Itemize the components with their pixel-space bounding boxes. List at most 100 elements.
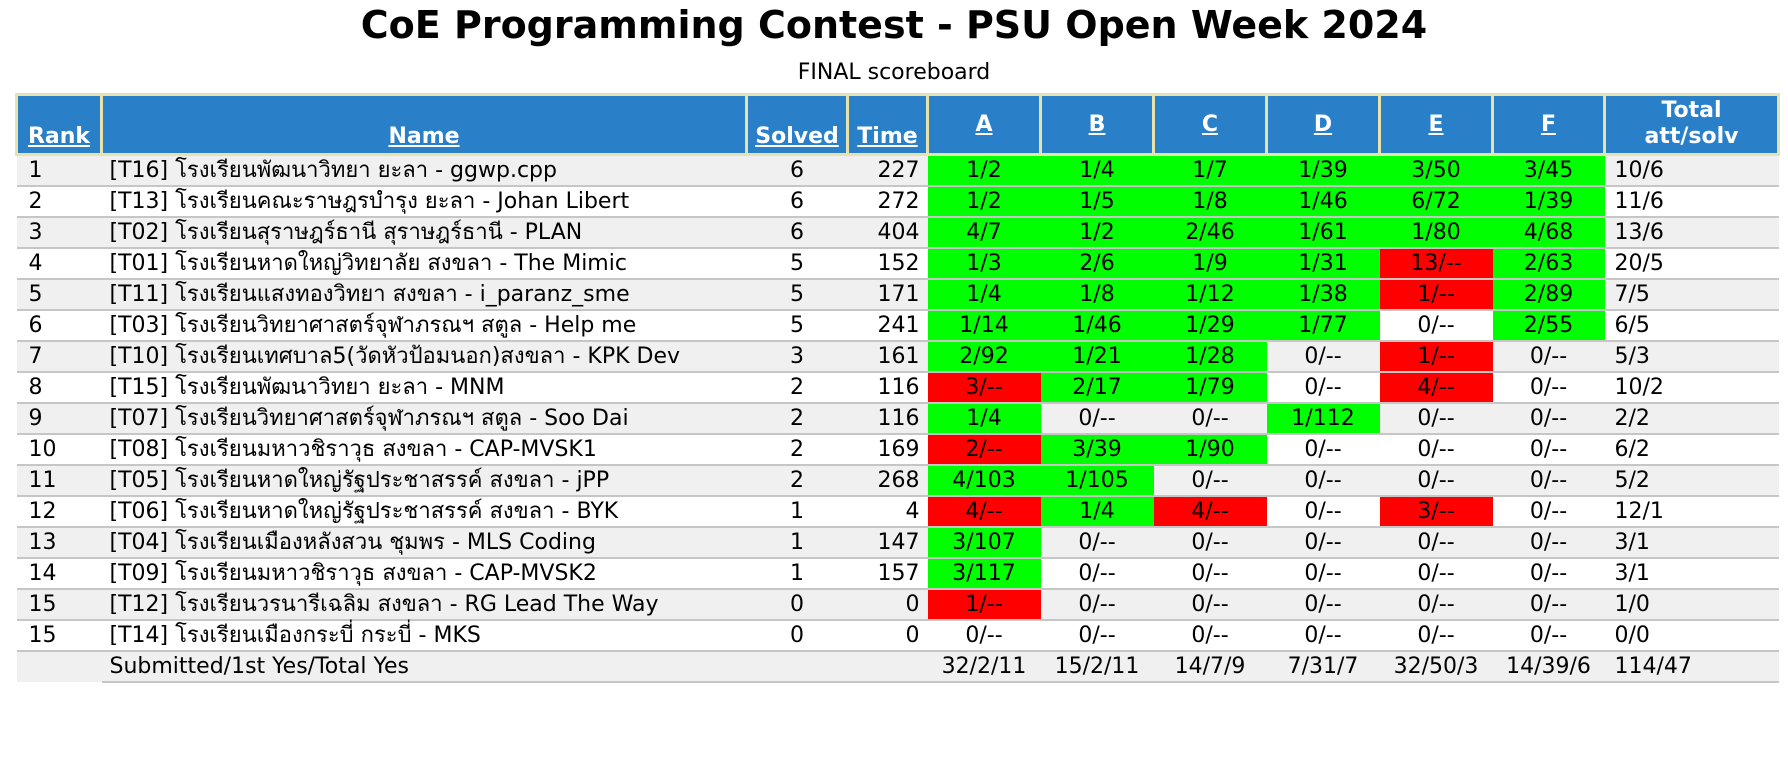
problem-cell-d: 0/--	[1266, 525, 1380, 558]
header-problem-c[interactable]: C	[1152, 92, 1268, 156]
problem-cell-c: 1/7	[1153, 154, 1267, 186]
sort-name-link[interactable]: Name	[388, 123, 460, 149]
problem-cell-d: 0/--	[1266, 463, 1380, 496]
solved-cell: 1	[746, 525, 848, 558]
problem-cell-c: 0/--	[1153, 463, 1267, 496]
rank-cell: 12	[16, 494, 102, 527]
problem-e-link[interactable]: E	[1428, 111, 1444, 137]
team-name-cell: [T05] โรงเรียนหาดใหญ่รัฐประชาสรรค์ สงขลา…	[101, 463, 747, 496]
problem-cell-c: 4/--	[1153, 494, 1267, 527]
solved-cell: 5	[746, 308, 848, 341]
rank-cell: 9	[16, 401, 102, 434]
sort-time-link[interactable]: Time	[857, 123, 918, 149]
problem-a-link[interactable]: A	[975, 111, 993, 137]
problem-cell-a: 3/107	[927, 525, 1041, 558]
header-problem-d[interactable]: D	[1265, 92, 1381, 156]
total-cell: 0/0	[1604, 618, 1779, 651]
problem-cell-c: 0/--	[1153, 401, 1267, 434]
rank-cell: 3	[16, 215, 102, 248]
problem-cell-b: 1/2	[1040, 215, 1154, 248]
total-cell: 20/5	[1604, 246, 1779, 279]
summary-cell-d: 7/31/7	[1266, 649, 1380, 682]
solved-cell	[746, 649, 848, 682]
problem-cell-a: 2/92	[927, 339, 1041, 372]
problem-cell-d: 0/--	[1266, 432, 1380, 465]
team-name-cell: [T04] โรงเรียนเมืองหลังสวน ชุมพร - MLS C…	[101, 525, 747, 558]
header-rank[interactable]: Rank	[15, 92, 103, 156]
problem-cell-f: 0/--	[1492, 339, 1605, 372]
team-row: 15 [T12] โรงเรียนวรนารีเฉลิม สงขลา - RG …	[16, 587, 1779, 620]
summary-cell-e: 32/50/3	[1379, 649, 1493, 682]
total-cell: 5/3	[1604, 339, 1779, 372]
rank-cell: 8	[16, 370, 102, 403]
total-cell: 2/2	[1604, 401, 1779, 434]
problem-b-link[interactable]: B	[1088, 111, 1106, 137]
scoreboard-state-label: FINAL scoreboard	[797, 59, 991, 85]
header-problem-f[interactable]: F	[1491, 92, 1606, 156]
rank-cell: 2	[16, 184, 102, 217]
problem-f-link[interactable]: F	[1540, 111, 1557, 137]
problem-cell-f: 0/--	[1492, 556, 1605, 589]
header-name[interactable]: Name	[100, 92, 748, 156]
time-cell: 169	[847, 432, 928, 465]
problem-cell-c: 1/29	[1153, 308, 1267, 341]
sort-solved-link[interactable]: Solved	[755, 123, 839, 149]
problem-cell-b: 0/--	[1040, 587, 1154, 620]
team-name-cell: [T15] โรงเรียนพัฒนาวิทยา ยะลา - MNM	[101, 370, 747, 403]
team-row: 14 [T09] โรงเรียนมหาวชิราวุธ สงขลา - CAP…	[16, 556, 1779, 589]
problem-cell-e: 1/--	[1379, 339, 1493, 372]
time-cell	[847, 649, 928, 682]
problem-cell-c: 2/46	[1153, 215, 1267, 248]
problem-cell-b: 1/5	[1040, 184, 1154, 217]
rank-cell: 7	[16, 339, 102, 372]
time-cell: 152	[847, 246, 928, 279]
solved-cell: 3	[746, 339, 848, 372]
summary-cell-c: 14/7/9	[1153, 649, 1267, 682]
problem-cell-b: 1/105	[1040, 463, 1154, 496]
page-title: CoE Programming Contest - PSU Open Week …	[360, 3, 1428, 47]
sort-rank-link[interactable]: Rank	[27, 123, 91, 149]
problem-cell-a: 1/2	[927, 184, 1041, 217]
header-time[interactable]: Time	[846, 92, 929, 156]
problem-d-link[interactable]: D	[1313, 111, 1333, 137]
rank-cell: 15	[16, 587, 102, 620]
problem-cell-c: 1/12	[1153, 277, 1267, 310]
problem-cell-a: 1/4	[927, 277, 1041, 310]
header-problem-e[interactable]: E	[1378, 92, 1494, 156]
solved-cell: 5	[746, 277, 848, 310]
problem-cell-b: 0/--	[1040, 618, 1154, 651]
team-row: 2 [T13] โรงเรียนคณะราษฎรบำรุง ยะลา - Joh…	[16, 184, 1779, 217]
time-cell: 116	[847, 370, 928, 403]
problem-cell-d: 0/--	[1266, 339, 1380, 372]
rank-cell: 5	[16, 277, 102, 310]
time-cell: 272	[847, 184, 928, 217]
team-name-cell: [T16] โรงเรียนพัฒนาวิทยา ยะลา - ggwp.cpp	[109, 157, 557, 183]
team-row: 13 [T04] โรงเรียนเมืองหลังสวน ชุมพร - ML…	[16, 525, 1779, 558]
solved-cell: 0	[746, 587, 848, 620]
problem-cell-b: 1/21	[1040, 339, 1154, 372]
problem-cell-f: 4/68	[1492, 215, 1605, 248]
problem-cell-a: 4/--	[927, 494, 1041, 527]
scoreboard-body: 1 [T16] โรงเรียนพัฒนาวิทยา ยะลา - ggwp.c…	[16, 154, 1779, 694]
problem-cell-e: 13/--	[1379, 246, 1493, 279]
problem-cell-c: 1/79	[1153, 370, 1267, 403]
problem-cell-a: 1/4	[927, 401, 1041, 434]
time-cell: 268	[847, 463, 928, 496]
problem-cell-d: 1/31	[1266, 246, 1380, 279]
total-cell: 3/1	[1604, 525, 1779, 558]
problem-cell-c: 0/--	[1153, 587, 1267, 620]
team-name-cell: [T03] โรงเรียนวิทยาศาสตร์จุฬาภรณฯ สตูล -…	[101, 308, 747, 341]
header-solved[interactable]: Solved	[745, 92, 849, 156]
time-cell: 227	[877, 157, 920, 183]
problem-cell-d: 0/--	[1266, 618, 1380, 651]
team-name-cell: [T08] โรงเรียนมหาวชิราวุธ สงขลา - CAP-MV…	[101, 432, 747, 465]
total-cell: 7/5	[1604, 277, 1779, 310]
header-problem-b[interactable]: B	[1039, 92, 1155, 156]
problem-c-link[interactable]: C	[1201, 111, 1219, 137]
team-row: 4 [T01] โรงเรียนหาดใหญ่วิทยาลัย สงขลา - …	[16, 246, 1779, 279]
header-problem-a[interactable]: A	[926, 92, 1042, 156]
solved-cell: 2	[746, 370, 848, 403]
solved-cell: 6	[790, 157, 804, 183]
problem-cell-c: 0/--	[1153, 618, 1267, 651]
problem-cell-e: 0/--	[1379, 432, 1493, 465]
